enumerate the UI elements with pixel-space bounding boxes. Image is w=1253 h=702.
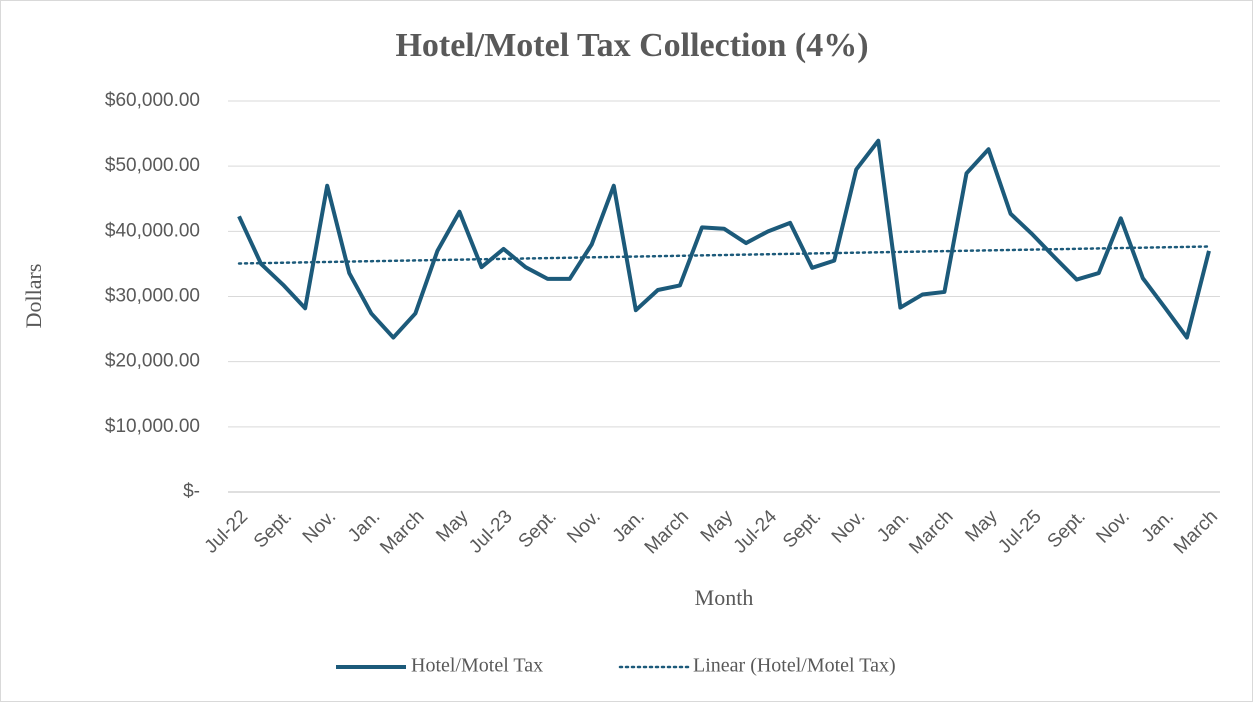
y-tick-label: $- <box>183 481 200 502</box>
x-axis-title: Month <box>695 585 754 610</box>
y-axis-title: Dollars <box>21 264 46 329</box>
legend-label: Linear (Hotel/Motel Tax) <box>693 655 896 677</box>
y-tick-label: $50,000.00 <box>105 155 200 176</box>
trendline <box>237 245 1211 265</box>
y-tick-label: $20,000.00 <box>105 351 200 372</box>
y-tick-label: $60,000.00 <box>105 90 200 111</box>
y-tick-label: $30,000.00 <box>105 286 200 307</box>
chart-title: Hotel/Motel Tax Collection (4%) <box>395 27 868 64</box>
legend-label: Hotel/Motel Tax <box>411 655 543 677</box>
y-tick-label: $10,000.00 <box>105 416 200 437</box>
data-line <box>237 138 1211 340</box>
y-tick-label: $40,000.00 <box>105 220 200 241</box>
